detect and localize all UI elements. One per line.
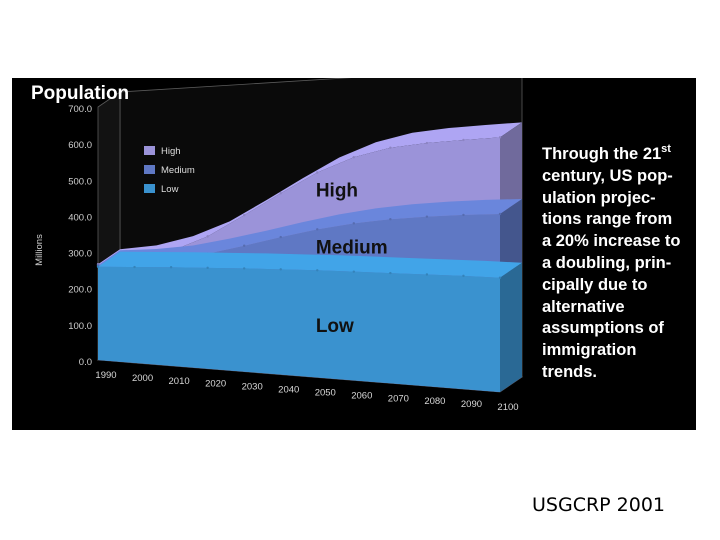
data-point-low [169, 266, 173, 269]
data-point-medium [425, 215, 429, 218]
x-tick-label: 2090 [461, 399, 482, 410]
area-end-low [500, 262, 522, 392]
data-point-high [462, 138, 465, 142]
caption-line: assumptions of [542, 319, 664, 338]
population-chart: 0.0 100.0 200.0 300.0 400.0 500.0 600.0 700.0 Mi… [34, 78, 524, 413]
y-tick-label: 100.0 [68, 321, 92, 332]
area-face-low [98, 266, 500, 392]
series-label-low: Low [316, 316, 354, 337]
y-tick-label: 500.0 [68, 176, 92, 187]
data-point-low [498, 276, 502, 279]
x-tick-label: 1990 [95, 370, 116, 381]
caption-line: tions range from [542, 210, 673, 229]
data-point-high [206, 235, 209, 238]
chart-panel: 0.0 100.0 200.0 300.0 400.0 500.0 600.0 700.0 Mi… [12, 78, 696, 430]
area-top-low [98, 251, 522, 278]
data-point-high [242, 214, 246, 217]
data-point-medium [242, 244, 246, 247]
series-label-high: High [316, 180, 358, 201]
caption-line: Through the 21st [542, 144, 692, 166]
data-point-high [425, 141, 429, 145]
data-point-low [462, 274, 465, 278]
data-point-high [352, 156, 356, 159]
caption-line: cipally due to [542, 275, 648, 294]
caption-line: a doubling, prin- [542, 253, 672, 272]
y-tick-label: 400.0 [68, 212, 92, 223]
data-point-medium [352, 222, 356, 225]
data-point-low [279, 268, 282, 271]
x-tick-label: 2070 [388, 393, 409, 404]
x-tick-label: 2030 [242, 382, 263, 393]
data-point-medium [316, 228, 319, 231]
legend-swatch-low [144, 184, 155, 193]
caption-line-1: Through the 21 [542, 145, 662, 163]
x-tick-label: 2100 [497, 402, 518, 413]
caption-line: ulation projec- [542, 188, 656, 207]
series-label-medium: Medium [316, 238, 388, 259]
data-point-high [389, 146, 392, 149]
x-tick-label: 2060 [351, 390, 372, 401]
y-tick-label: 600.0 [68, 140, 92, 151]
data-point-medium [498, 212, 502, 216]
y-tick-label: 200.0 [68, 285, 92, 296]
legend-label-medium: Medium [161, 165, 195, 176]
x-tick-label: 2040 [278, 385, 299, 396]
x-tick-label: 2010 [169, 376, 190, 387]
caption-superscript: st [661, 143, 671, 155]
caption-line: immigration [542, 341, 637, 360]
data-point-high [279, 192, 282, 195]
x-tick-label: 2080 [424, 396, 445, 407]
legend-swatch-high [144, 146, 155, 155]
legend-swatch-medium [144, 165, 155, 174]
data-point-low [133, 265, 136, 269]
y-tick-label: 700.0 [68, 104, 92, 115]
y-tick-label: 0.0 [79, 357, 92, 368]
data-point-low [96, 265, 100, 268]
chart-title: Population [31, 83, 130, 104]
data-point-low [425, 273, 429, 276]
legend-label-high: High [161, 146, 181, 157]
data-point-high [316, 171, 319, 174]
area-top-medium [98, 198, 522, 266]
area-series-low [96, 251, 522, 392]
data-point-low [352, 270, 356, 273]
x-tick-label: 2000 [132, 373, 153, 384]
source-credit: USGCRP 2001 [532, 494, 666, 516]
caption-line: trends. [542, 362, 598, 381]
data-point-low [242, 267, 246, 270]
data-point-medium [389, 218, 392, 221]
caption-line: century, US pop- [542, 166, 673, 185]
data-point-high [498, 136, 502, 139]
y-tick-label: 300.0 [68, 249, 92, 260]
data-point-low [316, 269, 319, 272]
data-point-medium [279, 235, 282, 239]
caption-line: alternative [542, 297, 625, 316]
caption-text: Through the 21st century, US pop- ulatio… [542, 144, 692, 384]
legend-label-low: Low [161, 184, 179, 195]
y-axis-title: Millions [34, 234, 45, 266]
x-tick-label: 2050 [315, 387, 336, 398]
x-tick-label: 2020 [205, 379, 226, 390]
chart-legend: High Medium Low [144, 146, 195, 195]
caption-line: a 20% increase to [542, 232, 681, 251]
data-point-low [206, 266, 209, 270]
data-point-low [389, 271, 392, 275]
data-point-medium [462, 213, 465, 217]
